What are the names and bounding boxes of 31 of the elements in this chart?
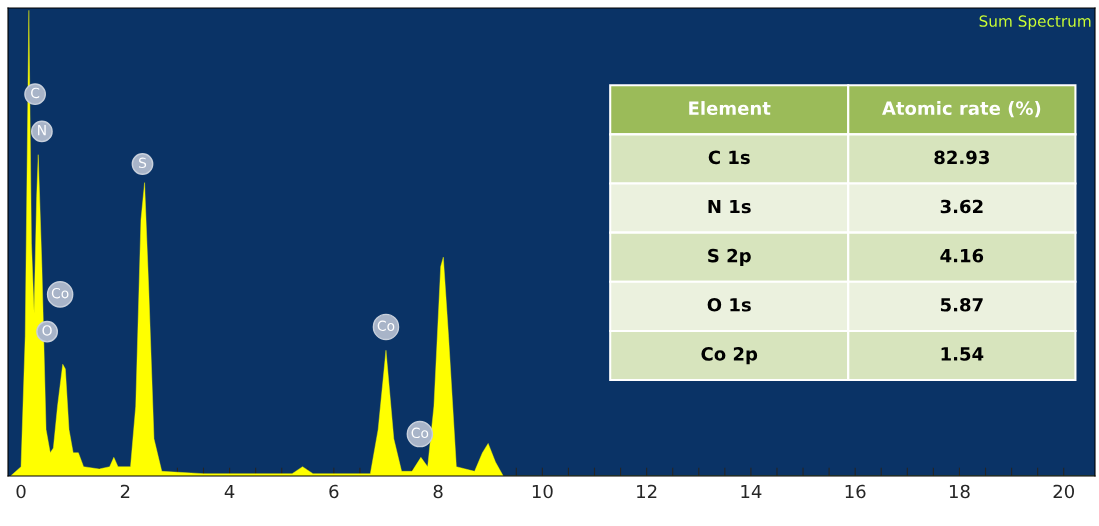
annotation: C — [31, 87, 40, 99]
annotation: Co — [51, 287, 69, 299]
annotation: 4.16 — [940, 248, 984, 263]
x-tick-label: 16 — [845, 484, 866, 499]
annotation: O — [42, 325, 52, 336]
x-tick-label: 6 — [329, 484, 339, 499]
annotation: N — [38, 125, 46, 136]
x-tick-label: 12 — [637, 484, 657, 499]
x-tick-label: 0 — [16, 484, 26, 499]
chart-title: Sum Spectrum — [979, 15, 1091, 30]
annotation: O 1s — [707, 297, 751, 312]
annotation: Co — [377, 320, 395, 332]
annotation: C 1s — [708, 150, 750, 165]
annotation: 82.93 — [934, 150, 989, 165]
x-tick-label: 20 — [1053, 484, 1075, 499]
x-tick-label: 8 — [433, 484, 443, 499]
annotation: Atomic rate (%) — [882, 101, 1041, 118]
annotation: Co 2p — [701, 347, 758, 365]
annotation: 3.62 — [940, 199, 983, 214]
annotation: S — [139, 157, 147, 169]
x-tick-label: 2 — [120, 484, 130, 499]
annotation: 5.87 — [940, 297, 983, 312]
x-tick-label: 10 — [532, 484, 553, 499]
annotation: S 2p — [708, 248, 751, 266]
x-tick-label: 18 — [949, 484, 970, 499]
annotation: Co — [411, 427, 429, 439]
annotation: 1.54 — [941, 347, 984, 361]
x-tick-label: 4 — [224, 484, 235, 499]
annotation: Element — [689, 101, 771, 116]
annotation: N 1s — [708, 199, 751, 214]
x-tick-label: 14 — [741, 484, 762, 499]
